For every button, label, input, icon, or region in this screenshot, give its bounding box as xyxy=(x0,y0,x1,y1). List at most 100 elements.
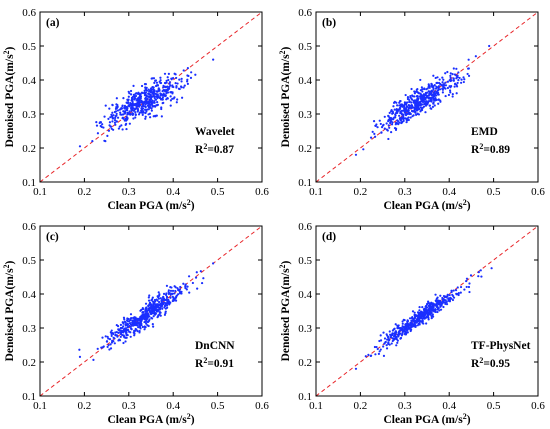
scatter-point xyxy=(129,313,133,316)
scatter-panel: 0.1 0.2 0.3 0.4 0.5 0.6 0.1 0.2 0.3 0.4 0.5 0.6 Clea… xyxy=(278,7,546,212)
scatter-point xyxy=(127,330,131,333)
scatter-point xyxy=(144,88,147,91)
scatter-point xyxy=(148,102,151,106)
scatter-point xyxy=(451,95,454,98)
x-tick-label: 0.4 xyxy=(166,400,180,412)
scatter-point xyxy=(147,113,150,116)
scatter-point xyxy=(415,320,418,323)
scatter-point xyxy=(429,93,432,96)
scatter-point xyxy=(407,98,410,101)
scatter-point xyxy=(432,74,435,77)
scatter-point xyxy=(145,322,148,325)
scatter-point xyxy=(438,299,442,303)
scatter-point xyxy=(413,320,416,323)
scatter-point xyxy=(126,106,129,109)
scatter-point xyxy=(155,90,158,93)
scatter-point xyxy=(151,312,155,315)
scatter-point xyxy=(414,99,417,102)
scatter-point xyxy=(119,113,122,116)
scatter-point xyxy=(212,262,215,265)
scatter-point xyxy=(144,117,147,120)
scatter-point xyxy=(108,348,111,351)
scatter-point xyxy=(459,291,462,294)
scatter-point xyxy=(453,73,457,76)
scatter-point xyxy=(477,271,480,274)
scatter-point xyxy=(378,350,381,353)
scatter-point xyxy=(386,338,389,341)
x-tick-label: 0.1 xyxy=(309,186,323,198)
scatter-point xyxy=(143,320,146,324)
scatter-point xyxy=(142,101,146,104)
scatter-point xyxy=(387,114,390,117)
scatter-point xyxy=(397,120,400,123)
scatter-point xyxy=(114,123,117,126)
scatter-point xyxy=(418,318,421,321)
point-group xyxy=(78,58,215,148)
scatter-point xyxy=(426,95,429,98)
scatter-point xyxy=(447,93,451,97)
y-tick-label: 0.2 xyxy=(298,357,312,369)
scatter-point xyxy=(161,304,164,307)
scatter-point xyxy=(150,304,153,307)
scatter-point xyxy=(391,337,394,340)
scatter-point xyxy=(114,107,118,111)
scatter-point xyxy=(156,104,159,107)
scatter-point xyxy=(173,285,176,288)
scatter-point xyxy=(395,344,398,347)
scatter-point xyxy=(452,289,455,292)
scatter-point xyxy=(399,326,402,330)
scatter-point xyxy=(445,303,449,306)
scatter-point xyxy=(176,82,179,85)
scatter-point xyxy=(444,299,447,302)
scatter-point xyxy=(434,98,437,101)
x-tick-label: 0.5 xyxy=(211,400,225,412)
scatter-point xyxy=(161,307,164,310)
scatter-point xyxy=(390,123,394,126)
scatter-point xyxy=(455,85,459,88)
scatter-point xyxy=(383,337,387,340)
scatter-point xyxy=(419,102,422,105)
scatter-point xyxy=(389,121,392,125)
scatter-point xyxy=(429,310,432,313)
scatter-point xyxy=(104,104,107,107)
scatter-point xyxy=(427,100,431,103)
scatter-point xyxy=(445,300,448,304)
scatter-point xyxy=(451,73,454,76)
scatter-point xyxy=(392,335,396,338)
x-tick-label: 0.6 xyxy=(531,186,545,198)
scatter-point xyxy=(422,93,425,97)
scatter-point xyxy=(167,78,170,82)
scatter-point xyxy=(168,81,171,84)
method-label: TF-PhysNet xyxy=(471,340,531,352)
scatter-point xyxy=(448,293,451,297)
scatter-point xyxy=(388,330,391,333)
scatter-point xyxy=(421,100,425,104)
scatter-point xyxy=(379,334,382,337)
scatter-point xyxy=(465,285,468,289)
scatter-point xyxy=(116,335,119,338)
scatter-point xyxy=(162,292,166,295)
scatter-point xyxy=(153,81,156,84)
scatter-point xyxy=(449,91,452,94)
scatter-point xyxy=(383,127,386,130)
scatter-point xyxy=(140,111,143,114)
scatter-point xyxy=(373,345,377,349)
scatter-point xyxy=(123,318,126,321)
scatter-point xyxy=(442,83,445,86)
scatter-point xyxy=(424,102,428,105)
scatter-point xyxy=(454,289,458,292)
scatter-point xyxy=(400,117,403,120)
scatter-point xyxy=(145,310,149,313)
x-tick-label: 0.3 xyxy=(398,186,412,198)
scatter-point xyxy=(452,294,455,298)
scatter-point xyxy=(130,316,133,320)
scatter-point xyxy=(388,111,391,114)
scatter-point xyxy=(139,101,142,104)
x-axis-label: Clean PGA (m/s2) xyxy=(107,198,194,213)
x-tick-label: 0.2 xyxy=(354,186,368,198)
scatter-point xyxy=(389,335,392,339)
scatter-point xyxy=(401,320,404,323)
scatter-point xyxy=(155,298,158,301)
scatter-point xyxy=(441,91,444,94)
scatter-point xyxy=(154,98,157,101)
